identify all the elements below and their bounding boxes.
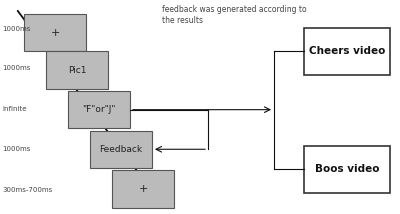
Text: 300ms-700ms: 300ms-700ms — [2, 187, 52, 193]
Bar — [46, 51, 108, 89]
Text: feedback was generated according to
the results: feedback was generated according to the … — [162, 5, 307, 25]
Bar — [90, 131, 152, 168]
Bar — [304, 146, 390, 193]
Text: 1000ms: 1000ms — [2, 26, 30, 32]
Bar — [304, 28, 390, 75]
Text: 1000ms: 1000ms — [2, 65, 30, 71]
Text: "F"or"J": "F"or"J" — [82, 105, 116, 114]
Text: Pic1: Pic1 — [68, 65, 86, 75]
Bar — [24, 14, 86, 51]
Text: Boos video: Boos video — [315, 164, 379, 174]
Text: Cheers video: Cheers video — [309, 46, 385, 56]
Text: +: + — [138, 184, 148, 194]
Text: infinite: infinite — [2, 106, 26, 112]
Text: 1000ms: 1000ms — [2, 146, 30, 152]
Text: Feedback: Feedback — [100, 145, 142, 154]
Bar — [68, 91, 130, 128]
Text: +: + — [50, 28, 60, 38]
Bar — [112, 170, 174, 208]
